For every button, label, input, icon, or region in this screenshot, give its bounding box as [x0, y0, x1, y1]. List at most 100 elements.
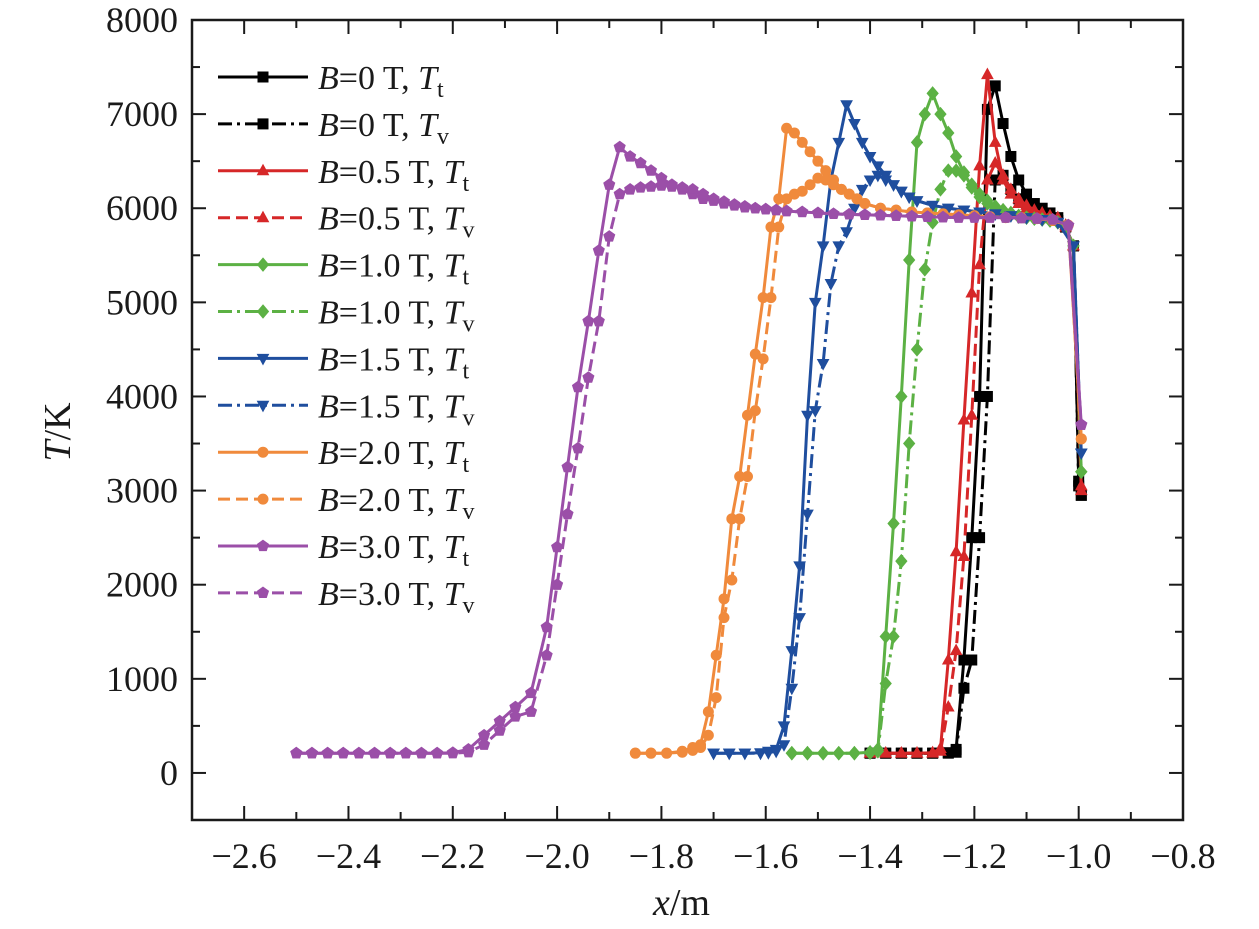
data-point [890, 209, 903, 221]
legend-item: B=0.5 T, Tt [218, 154, 470, 197]
legend-item: B=3.0 T, Tv [218, 576, 475, 619]
data-point [1062, 218, 1075, 231]
data-point [592, 244, 605, 256]
y-tick-label: 2000 [106, 565, 178, 605]
legend-value: =1.0 T, [339, 248, 444, 285]
legend: B=0 T, TtB=0 T, TvB=0.5 T, TtB=0.5 T, Tv… [218, 60, 475, 619]
legend-prefix: B [318, 482, 339, 519]
data-point [741, 470, 753, 482]
legend-subscript: t [463, 265, 470, 291]
legend-value: =3.0 T, [339, 576, 444, 613]
legend-value: =0 T, [339, 60, 418, 97]
data-point [832, 137, 846, 150]
legend-label: B=1.5 T, Tv [318, 388, 475, 431]
legend-var: T [444, 154, 465, 191]
data-point [1013, 174, 1025, 186]
data-point [840, 100, 853, 112]
data-point [793, 613, 806, 625]
data-point [603, 178, 616, 190]
data-point [415, 746, 428, 759]
data-point [863, 151, 877, 164]
data-point [858, 208, 871, 220]
data-point [728, 198, 741, 210]
data-point [801, 410, 814, 423]
data-point [710, 649, 722, 661]
data-point [840, 227, 853, 239]
legend-prefix: B [318, 154, 339, 191]
y-axis-unit: /K [37, 402, 79, 441]
data-point [965, 408, 979, 420]
legend-var: T [444, 295, 465, 332]
data-point [707, 192, 720, 204]
data-point [1075, 418, 1088, 430]
data-point [934, 744, 947, 756]
data-point [801, 509, 814, 522]
data-point [824, 279, 838, 291]
data-point [957, 549, 971, 561]
data-point [796, 136, 808, 148]
data-point [710, 692, 722, 704]
data-point [808, 297, 822, 310]
y-tick-label: 3000 [106, 471, 178, 511]
data-point [1046, 213, 1059, 225]
data-point [561, 460, 574, 473]
data-point [1005, 150, 1017, 162]
data-point [551, 540, 564, 553]
legend-label: B=0 T, Tt [318, 60, 444, 103]
data-point [702, 706, 714, 718]
legend-label: B=1.0 T, Tv [318, 295, 475, 338]
data-point [613, 140, 626, 153]
y-tick-label: 8000 [106, 0, 178, 40]
y-tick-label: 5000 [106, 282, 178, 322]
data-point [950, 746, 962, 758]
legend-var: T [444, 529, 465, 566]
legend-prefix: B [318, 576, 339, 613]
legend-label: B=1.5 T, Tt [318, 341, 470, 384]
data-point [941, 652, 955, 665]
data-point [981, 67, 994, 80]
legend-marker [256, 539, 270, 552]
data-point [1020, 198, 1033, 210]
y-tick-label: 1000 [106, 659, 178, 699]
x-tick-label: −1.2 [942, 836, 1007, 876]
data-point [1075, 464, 1088, 480]
data-point [895, 389, 908, 404]
data-point [879, 676, 892, 691]
data-point [765, 292, 777, 304]
data-point [1074, 448, 1088, 460]
data-point [661, 747, 673, 759]
x-tick-label: −2.6 [212, 836, 277, 876]
legend-prefix: B [318, 107, 339, 144]
data-point [644, 180, 658, 192]
y-tick-label: 0 [160, 753, 178, 793]
series-9 [629, 172, 1087, 759]
legend-var: T [444, 248, 465, 285]
data-point [973, 186, 986, 202]
data-point [524, 705, 538, 717]
data-point [290, 746, 303, 759]
legend-subscript: t [463, 358, 470, 384]
legend-marker [256, 257, 270, 272]
data-point [910, 746, 924, 758]
legend-var: T [444, 201, 465, 238]
data-point [949, 643, 963, 656]
legend-item: B=0 T, Tt [218, 60, 444, 103]
legend-value: =2.0 T, [339, 435, 444, 472]
legend-marker [256, 400, 270, 413]
data-point [848, 745, 861, 761]
y-tick-label: 6000 [106, 188, 178, 228]
data-point [934, 106, 947, 122]
data-point [1075, 433, 1087, 445]
data-point [1074, 483, 1088, 496]
legend-subscript: v [463, 499, 475, 525]
data-point [686, 183, 699, 195]
data-point [808, 406, 822, 418]
data-point [777, 740, 791, 752]
data-point [582, 314, 595, 327]
data-point [629, 747, 641, 759]
legend-subscript: v [463, 593, 475, 619]
legend-value: =1.5 T, [339, 388, 444, 425]
data-point [738, 748, 752, 761]
data-point [958, 682, 970, 694]
